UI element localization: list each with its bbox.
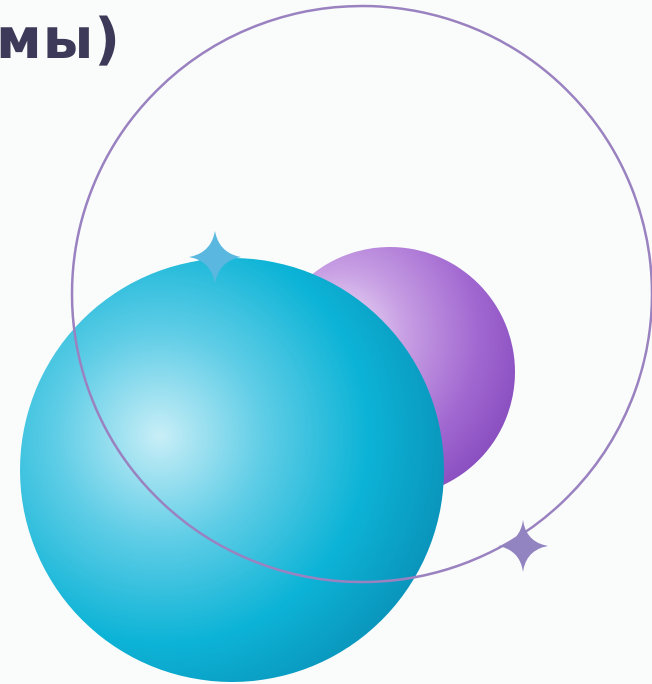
blue-sparkle-icon xyxy=(189,231,241,283)
blue-sphere xyxy=(20,258,444,682)
orbit-ring xyxy=(70,4,652,584)
page-heading-fragment: мы) xyxy=(0,7,122,72)
purple-sparkle-icon xyxy=(498,520,548,572)
